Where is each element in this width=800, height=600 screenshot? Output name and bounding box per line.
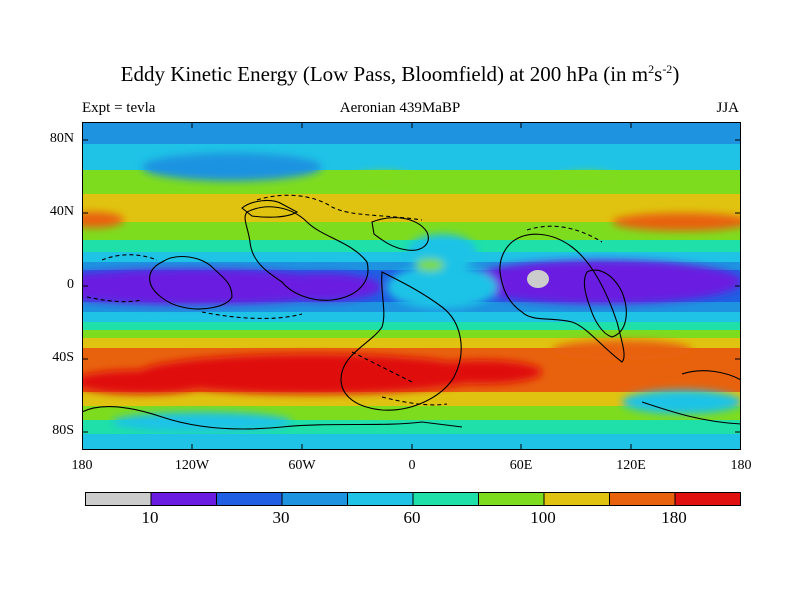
continent-gondwana-south (340, 271, 462, 411)
lon-label-60w: 60W (288, 458, 316, 473)
band-south-green (82, 330, 741, 340)
title-text-end: ) (672, 62, 680, 86)
lon-label-60e: 60E (509, 458, 533, 473)
blue-south-blob (112, 412, 292, 432)
colorbar-swatch-4 (347, 492, 414, 506)
colorbar-label-180: 180 (661, 508, 687, 527)
coastlines (82, 199, 741, 430)
continent-west (149, 256, 233, 310)
colorbar-swatch-7 (543, 492, 610, 506)
colorbar-swatch-9 (674, 492, 741, 506)
band-polar-south (82, 434, 741, 450)
lon-label-120w: 120W (174, 458, 210, 473)
title-sup-2: -2 (662, 62, 673, 76)
season-label: JJA (716, 100, 739, 116)
lat-label-40n: 40N (49, 204, 74, 219)
lon-label-180e: 180 (730, 458, 752, 473)
colorbar-label-60: 60 (403, 508, 421, 527)
colorbar-swatch-8 (609, 492, 676, 506)
grey-minimum (527, 270, 549, 288)
green-eq-blob (416, 259, 444, 271)
colorbar-swatch-3 (281, 492, 348, 506)
shelf-west (86, 254, 158, 303)
cyan-south-east (622, 390, 741, 414)
chart-title: Eddy Kinetic Energy (Low Pass, Bloomfiel… (0, 62, 800, 87)
continent-east (499, 233, 625, 363)
title-text-mid: s (654, 62, 663, 86)
lat-label-40s: 40S (52, 350, 74, 365)
orange-south-east (552, 340, 692, 360)
lat-label-0: 0 (67, 277, 74, 292)
band-south-cyan (82, 312, 741, 324)
lon-label-120e: 120E (616, 458, 646, 473)
colorbar-swatch-5 (412, 492, 479, 506)
coastlines-dashed (86, 194, 603, 406)
colorbar-swatch-0 (85, 492, 152, 506)
red-core-west (82, 370, 212, 394)
colorbar (85, 492, 741, 506)
shelf-east (526, 225, 603, 243)
colorbar-label-30: 30 (272, 508, 290, 527)
band-high-north (82, 122, 741, 144)
gap-cyan (387, 265, 497, 309)
orange-north-east (612, 213, 741, 231)
title-text: Eddy Kinetic Energy (Low Pass, Bloomfiel… (120, 62, 649, 86)
red-core-east (422, 360, 542, 384)
green-north-blob (352, 172, 412, 188)
contour-features (82, 153, 741, 432)
band-south-yellow-2 (82, 392, 741, 410)
colorbar-swatch-2 (216, 492, 283, 506)
orange-north-west (82, 212, 124, 228)
green-north-blob-2 (557, 172, 617, 188)
tick-marks (82, 122, 741, 450)
purple-atlantic (262, 273, 382, 301)
continent-south-west (82, 406, 463, 430)
lat-label-80s: 80S (52, 423, 74, 438)
title-sup-1: 2 (648, 62, 655, 76)
contour-map (82, 122, 741, 450)
lon-label-180w: 180 (71, 458, 93, 473)
shelf-center (201, 311, 303, 319)
island-north-center (371, 217, 429, 251)
continent-south-east (641, 370, 741, 425)
shelf-south (381, 396, 448, 406)
colorbar-label-100: 100 (530, 508, 556, 527)
contour-fill-layer (82, 122, 741, 450)
red-core-main (137, 354, 487, 394)
shelf-north (256, 194, 423, 221)
experiment-label: Expt = tevla (82, 100, 156, 116)
continent-north-islands (241, 199, 299, 218)
continent-far-east (583, 269, 627, 338)
continent-center-north (244, 206, 369, 301)
period-label: Aeronian 439MaBP (339, 100, 461, 116)
lon-label-0: 0 (408, 458, 416, 473)
purple-east (462, 260, 741, 304)
colorbar-label-10: 10 (141, 508, 159, 527)
band-south-teal (82, 322, 741, 332)
band-south-lightblue (82, 302, 741, 314)
colorbar-swatch-1 (150, 492, 217, 506)
blue-north-notch (142, 153, 322, 181)
colorbar-swatch-6 (478, 492, 545, 506)
lat-label-80n: 80N (49, 131, 74, 146)
